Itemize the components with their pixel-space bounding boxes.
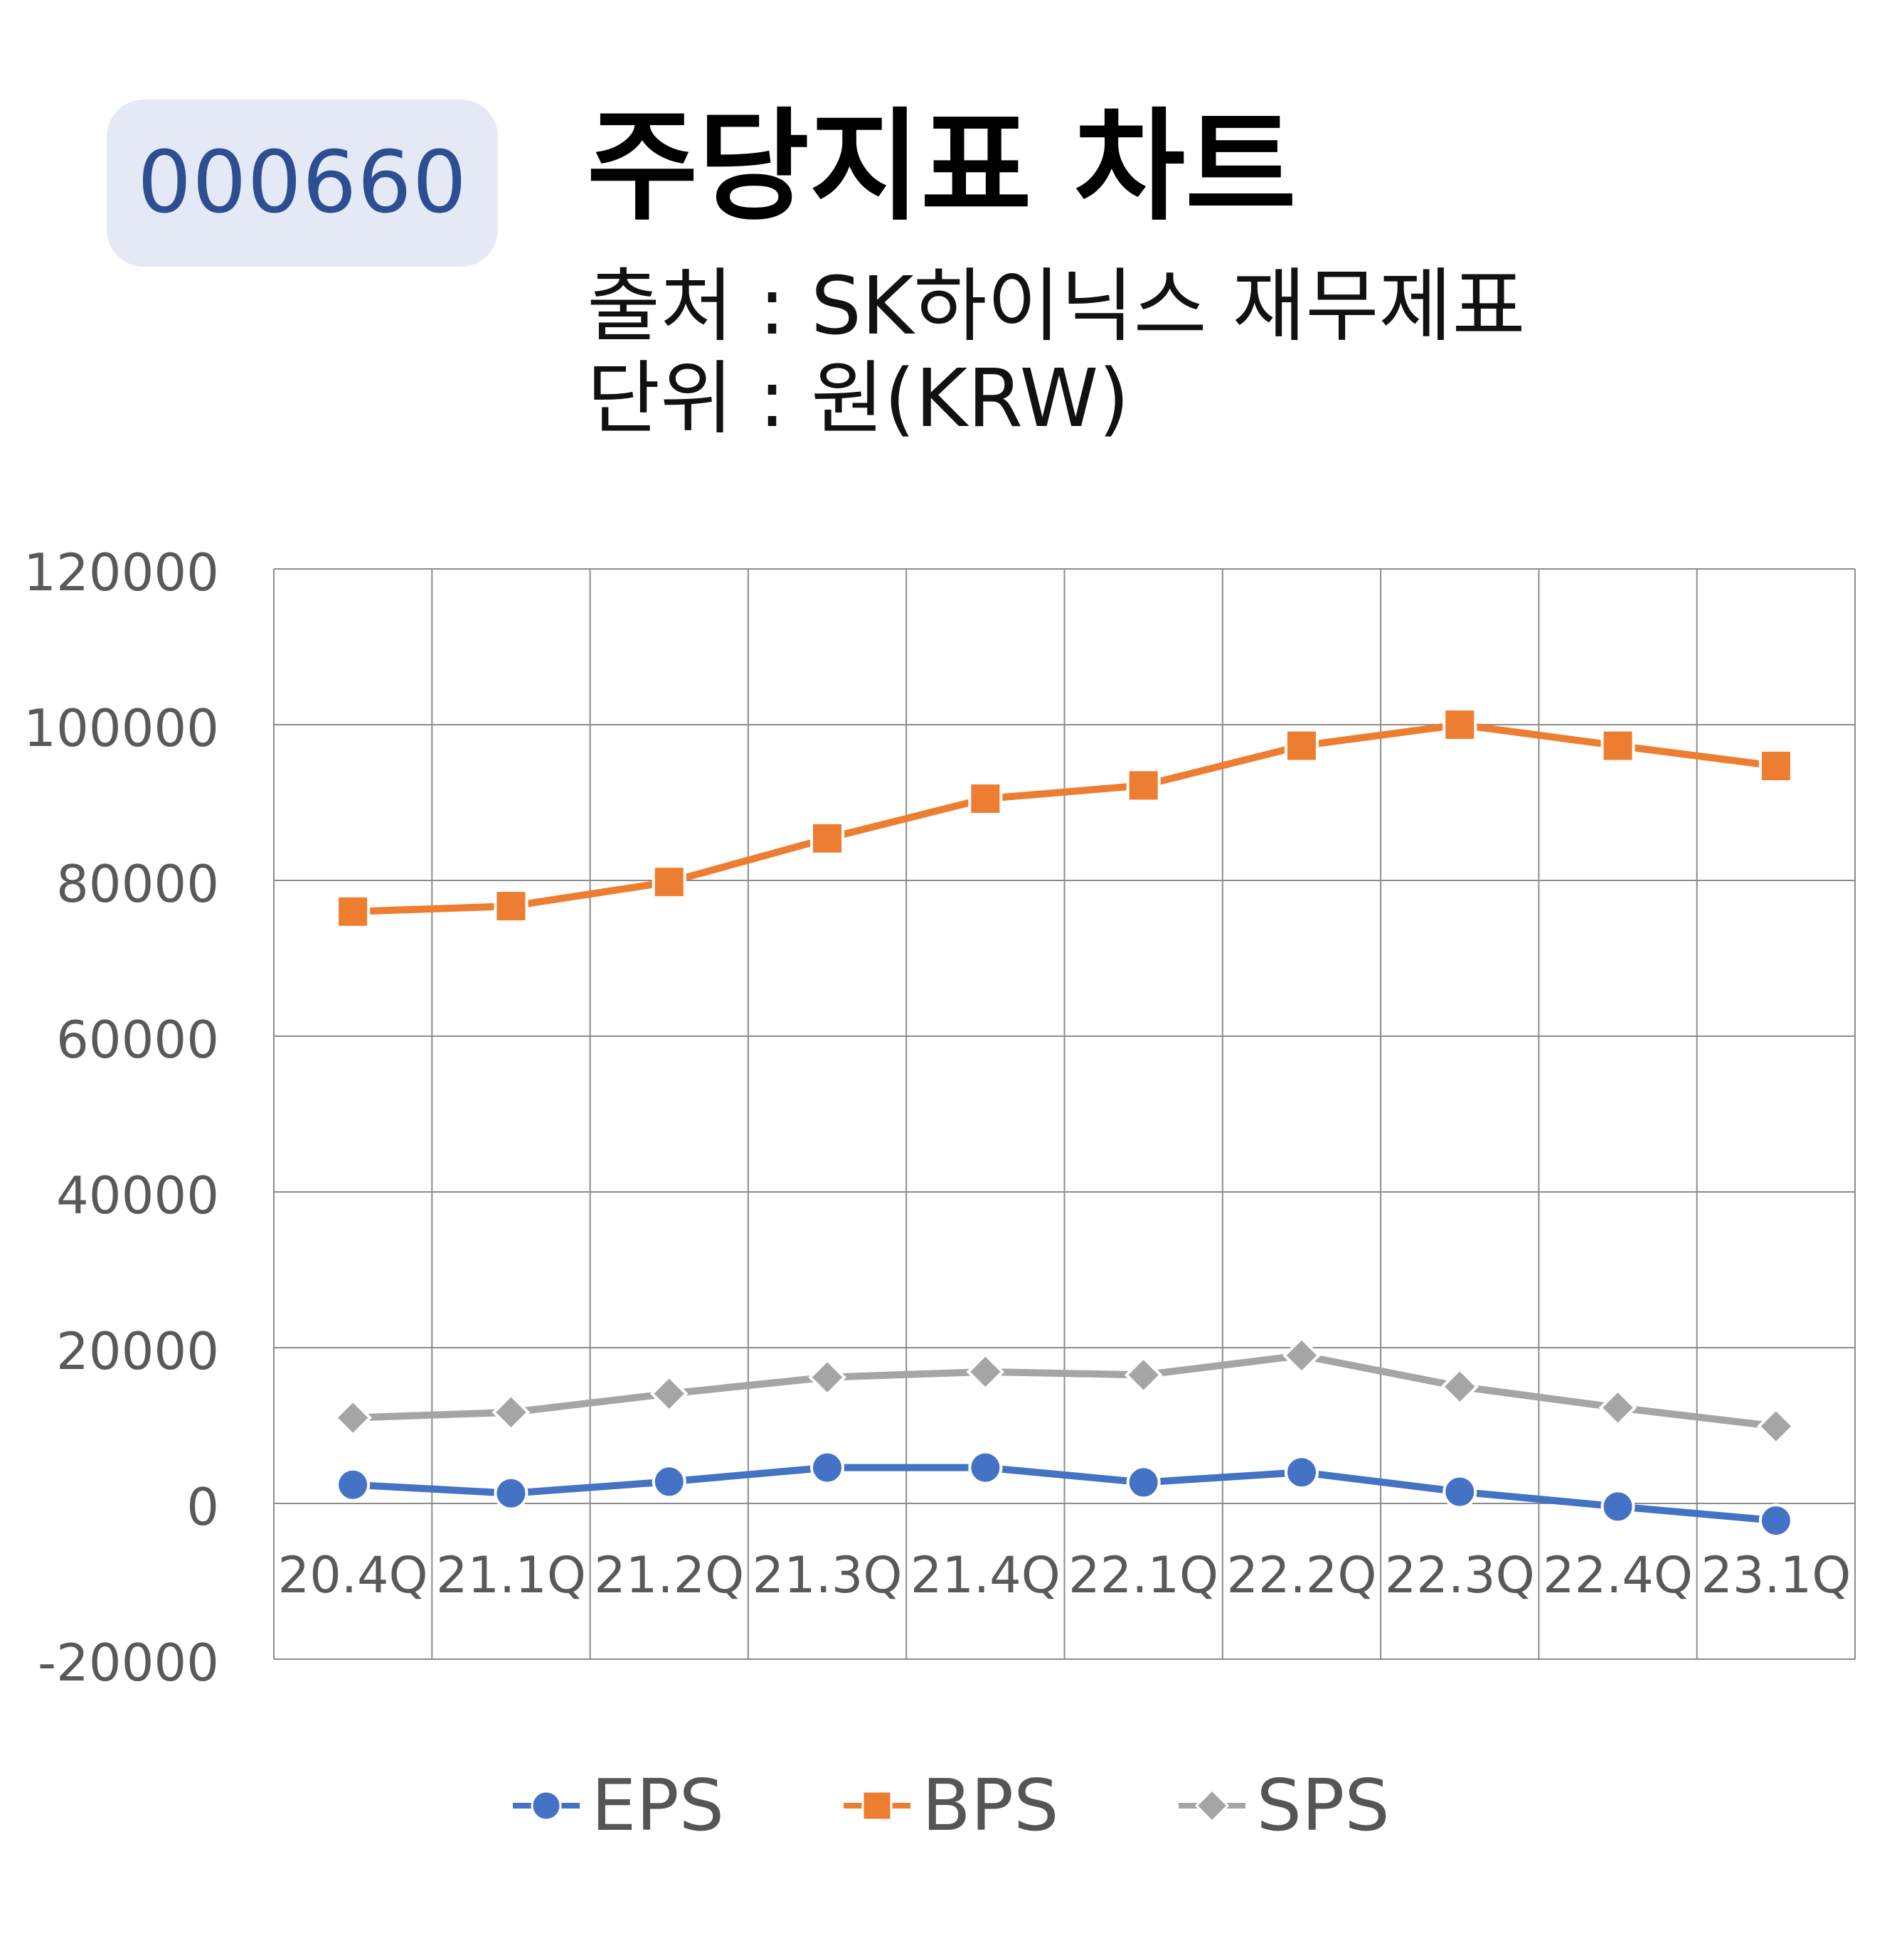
x-tick-label: 21.4Q	[910, 1546, 1061, 1604]
sps-point	[1598, 1388, 1637, 1427]
legend-item-eps: EPS	[507, 1764, 724, 1847]
y-tick-label: -20000	[38, 1633, 219, 1693]
sps-series-line	[349, 1351, 1780, 1430]
chart-title: 주당지표 차트	[587, 97, 1297, 238]
bps-point	[810, 821, 845, 856]
sps-point	[1757, 1407, 1795, 1446]
legend-label-bps: BPS	[922, 1764, 1059, 1847]
x-tick-label: 21.1Q	[436, 1546, 586, 1604]
ticker-badge: 000660	[107, 100, 498, 267]
x-tick-label: 21.2Q	[594, 1546, 744, 1604]
sps-point	[649, 1374, 689, 1413]
eps-point	[1442, 1474, 1477, 1509]
unit-text: 단위 : 원(KRW)	[587, 353, 1130, 445]
sps-point	[808, 1358, 846, 1397]
sps-point	[491, 1393, 531, 1432]
eps-point	[1284, 1455, 1319, 1490]
y-tick-label: 0	[186, 1477, 219, 1537]
bps-point	[1442, 708, 1477, 742]
eps-point	[494, 1476, 528, 1511]
eps-point	[1600, 1489, 1635, 1524]
eps-point	[968, 1450, 1003, 1485]
sps-point	[1282, 1336, 1321, 1375]
x-tick-label: 22.2Q	[1226, 1546, 1376, 1604]
legend-marker-bps	[844, 1790, 911, 1821]
sps-point	[334, 1398, 372, 1437]
y-tick-label: 40000	[56, 1166, 219, 1225]
legend-label-eps: EPS	[591, 1764, 725, 1847]
x-tick-label: 22.1Q	[1068, 1546, 1218, 1604]
bps-point	[1600, 728, 1635, 763]
eps-point	[336, 1467, 371, 1502]
y-tick-label: 80000	[56, 854, 219, 914]
eps-point	[652, 1464, 686, 1499]
y-tick-label: 20000	[56, 1321, 219, 1381]
bps-point	[1126, 768, 1161, 803]
bps-point	[1284, 728, 1319, 763]
eps-point	[1126, 1465, 1161, 1500]
legend-label-sps: SPS	[1256, 1764, 1390, 1847]
bps-point	[652, 865, 686, 900]
legend-marker-sps	[1178, 1788, 1245, 1823]
bps-point	[336, 894, 371, 929]
chart-legend: EPS BPS SPS	[0, 1764, 1897, 1847]
bps-point	[968, 782, 1003, 816]
x-tick-label: 23.1Q	[1701, 1546, 1851, 1604]
eps-point	[1758, 1503, 1793, 1538]
legend-marker-eps	[513, 1790, 580, 1821]
sps-point	[1124, 1356, 1163, 1395]
y-tick-label: 120000	[23, 543, 219, 602]
bps-series-line	[349, 721, 1780, 915]
eps-point	[810, 1450, 845, 1485]
x-tick-label: 20.4Q	[278, 1546, 428, 1604]
source-text: 출처 : SK하이닉스 재무제표	[587, 260, 1526, 353]
x-tick-label: 22.4Q	[1543, 1546, 1693, 1604]
bps-point	[494, 889, 528, 924]
x-tick-label: 22.3Q	[1385, 1546, 1535, 1604]
eps-series-line	[349, 1464, 1780, 1525]
y-tick-label: 100000	[23, 698, 219, 758]
ticker-code: 000660	[137, 134, 468, 233]
legend-item-sps: SPS	[1173, 1764, 1390, 1847]
sps-point	[1440, 1367, 1479, 1406]
sps-point	[966, 1353, 1005, 1391]
bps-point	[1758, 749, 1793, 784]
y-tick-label: 60000	[56, 1010, 219, 1070]
x-tick-label: 21.3Q	[753, 1546, 903, 1604]
legend-item-bps: BPS	[838, 1764, 1059, 1847]
